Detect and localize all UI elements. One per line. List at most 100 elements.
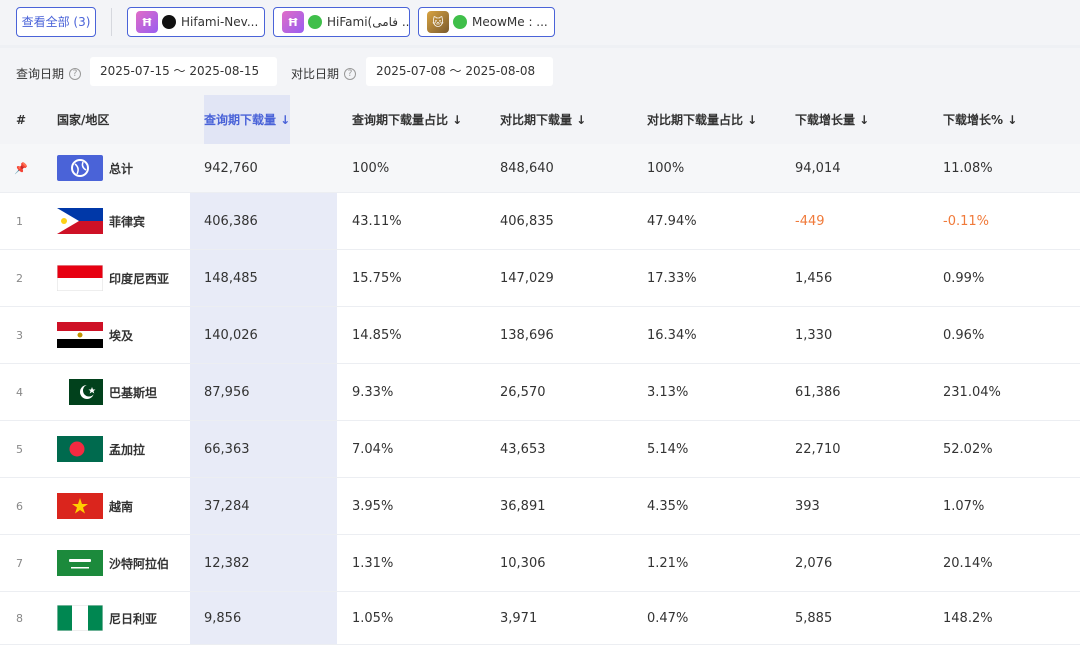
row-index: 7: [16, 556, 23, 570]
country-name: 沙特阿拉伯: [109, 556, 170, 571]
pin-icon: 📌: [14, 161, 28, 175]
compare-date-label: 对比日期 ?: [291, 65, 357, 82]
country-cell: 菲律宾: [57, 193, 145, 249]
query-date-range-picker[interactable]: 2025-07-15 ～ 2025-08-15: [90, 57, 277, 86]
compare-downloads: 3,971: [500, 610, 538, 626]
table-row[interactable]: 3 埃及 140,026 14.85% 138,696 16.34% 1,330 0.96%: [0, 307, 1080, 364]
country-cell: 巴基斯坦: [57, 364, 157, 420]
growth-percent: 148.2%: [943, 610, 993, 626]
growth-percent: 0.96%: [943, 327, 985, 343]
row-index: 2: [16, 271, 23, 285]
query-downloads: 9,856: [204, 610, 242, 626]
growth-percent: 20.14%: [943, 555, 993, 571]
header-query-downloads[interactable]: 查询期下载量 ↓: [204, 95, 291, 144]
app-tab-meowme[interactable]: 🐱 MeowMe : ...: [418, 7, 555, 37]
app-tab-hifami-ios[interactable]: Ħ Hifami-Nev...: [127, 7, 265, 37]
table-header-row: # 国家/地区 查询期下载量 ↓ 查询期下载量占比 ↓ 对比期下载量 ↓ 对比期…: [0, 95, 1080, 144]
header-query-share[interactable]: 查询期下载量占比 ↓: [352, 113, 463, 127]
query-downloads: 140,026: [204, 327, 258, 343]
compare-downloads: 43,653: [500, 441, 546, 457]
table-row[interactable]: 7 沙特阿拉伯 12,382 1.31% 10,306 1.21% 2,076 20.14%: [0, 535, 1080, 592]
table-row[interactable]: 2 印度尼西亚 148,485 15.75% 147,029 17.33% 1,456 0.9…: [0, 250, 1080, 307]
country-name: 总计: [109, 161, 134, 176]
growth-percent: 11.08%: [943, 160, 993, 176]
query-share: 1.31%: [352, 555, 394, 571]
row-index: 4: [16, 385, 23, 399]
date-filter-bar: 查询日期 ? 2025-07-15 ～ 2025-08-15 对比日期 ? 20…: [0, 48, 1080, 95]
app-tab-label: Hifami-Nev...: [181, 15, 259, 29]
header-growth[interactable]: 下载增长量 ↓: [795, 113, 870, 127]
compare-downloads: 36,891: [500, 498, 546, 514]
apple-store-icon: [162, 15, 176, 29]
compare-share: 17.33%: [647, 270, 697, 286]
growth-percent: 231.04%: [943, 384, 1001, 400]
compare-downloads: 848,640: [500, 160, 554, 176]
query-downloads: 12,382: [204, 555, 250, 571]
compare-downloads: 147,029: [500, 270, 554, 286]
row-index: 6: [16, 499, 23, 513]
divider: [111, 8, 112, 36]
header-index: #: [16, 112, 27, 127]
vietnam-flag-icon: [57, 493, 103, 519]
country-cell: 尼日利亚: [57, 592, 157, 644]
growth-percent: -0.11%: [943, 213, 989, 229]
query-share: 9.33%: [352, 384, 394, 400]
table-row[interactable]: 1 菲律宾 406,386 43.11% 406,835 47.94% -449 -0.11%: [0, 193, 1080, 250]
header-country: 国家/地区: [57, 113, 110, 127]
query-share: 3.95%: [352, 498, 394, 514]
app-tab-label: MeowMe : ...: [472, 15, 548, 29]
growth: 393: [795, 498, 820, 514]
egypt-flag-icon: [57, 322, 103, 348]
query-share: 7.04%: [352, 441, 394, 457]
app-tabs-bar: 查看全部 (3) Ħ Hifami-Nev... Ħ HiFami(فامی .…: [0, 0, 1080, 45]
compare-date-range-picker[interactable]: 2025-07-08 ～ 2025-08-08: [366, 57, 553, 86]
pakistan-flag-icon: [57, 379, 103, 405]
country-name: 菲律宾: [109, 214, 146, 229]
row-index: 3: [16, 328, 23, 342]
globe-icon: [57, 155, 103, 181]
query-downloads: 87,956: [204, 384, 250, 400]
header-compare-share[interactable]: 对比期下载量占比 ↓: [647, 113, 758, 127]
compare-downloads: 26,570: [500, 384, 546, 400]
header-growth-percent[interactable]: 下载增长% ↓: [943, 113, 1018, 127]
compare-downloads: 10,306: [500, 555, 546, 571]
nigeria-flag-icon: [57, 605, 103, 631]
compare-downloads: 138,696: [500, 327, 554, 343]
app-tab-label: HiFami(فامی ...: [327, 15, 410, 29]
table-row[interactable]: 8 尼日利亚 9,856 1.05% 3,971 0.47% 5,885 148.2%: [0, 592, 1080, 645]
help-icon[interactable]: ?: [344, 67, 357, 80]
view-all-button[interactable]: 查看全部 (3): [16, 7, 96, 37]
growth: 22,710: [795, 441, 841, 457]
query-downloads: 148,485: [204, 270, 258, 286]
growth-percent: 1.07%: [943, 498, 985, 514]
growth: 5,885: [795, 610, 833, 626]
bangladesh-flag-icon: [57, 436, 103, 462]
philippines-flag-icon: [57, 208, 103, 234]
help-icon[interactable]: ?: [69, 67, 82, 80]
row-index: 5: [16, 442, 23, 456]
downloads-by-country-table: # 国家/地区 查询期下载量 ↓ 查询期下载量占比 ↓ 对比期下载量 ↓ 对比期…: [0, 95, 1080, 645]
country-cell: 印度尼西亚: [57, 250, 169, 306]
country-cell: 孟加拉: [57, 421, 145, 477]
growth: 61,386: [795, 384, 841, 400]
query-date-label: 查询日期 ?: [16, 65, 82, 82]
table-row[interactable]: 6 越南 37,284 3.95% 36,891 4.35% 393 1.07%: [0, 478, 1080, 535]
query-share: 14.85%: [352, 327, 402, 343]
app-tab-hifami-android[interactable]: Ħ HiFami(فامی ...: [273, 7, 410, 37]
query-downloads: 942,760: [204, 160, 258, 176]
country-cell: 埃及: [57, 307, 133, 363]
meowme-app-icon: 🐱: [427, 11, 449, 33]
compare-share: 47.94%: [647, 213, 697, 229]
query-share: 1.05%: [352, 610, 394, 626]
country-name: 巴基斯坦: [109, 385, 158, 400]
query-share: 15.75%: [352, 270, 402, 286]
query-share: 43.11%: [352, 213, 402, 229]
compare-share: 1.21%: [647, 555, 689, 571]
table-row[interactable]: 4 巴基斯坦 87,956 9.33% 26,570 3.13% 61,386 231.04%: [0, 364, 1080, 421]
compare-share: 0.47%: [647, 610, 689, 626]
compare-share: 16.34%: [647, 327, 697, 343]
hifami-app-icon: Ħ: [282, 11, 304, 33]
google-play-icon: [308, 15, 322, 29]
header-compare-downloads[interactable]: 对比期下载量 ↓: [500, 113, 587, 127]
table-row[interactable]: 5 孟加拉 66,363 7.04% 43,653 5.14% 22,710 52.02%: [0, 421, 1080, 478]
